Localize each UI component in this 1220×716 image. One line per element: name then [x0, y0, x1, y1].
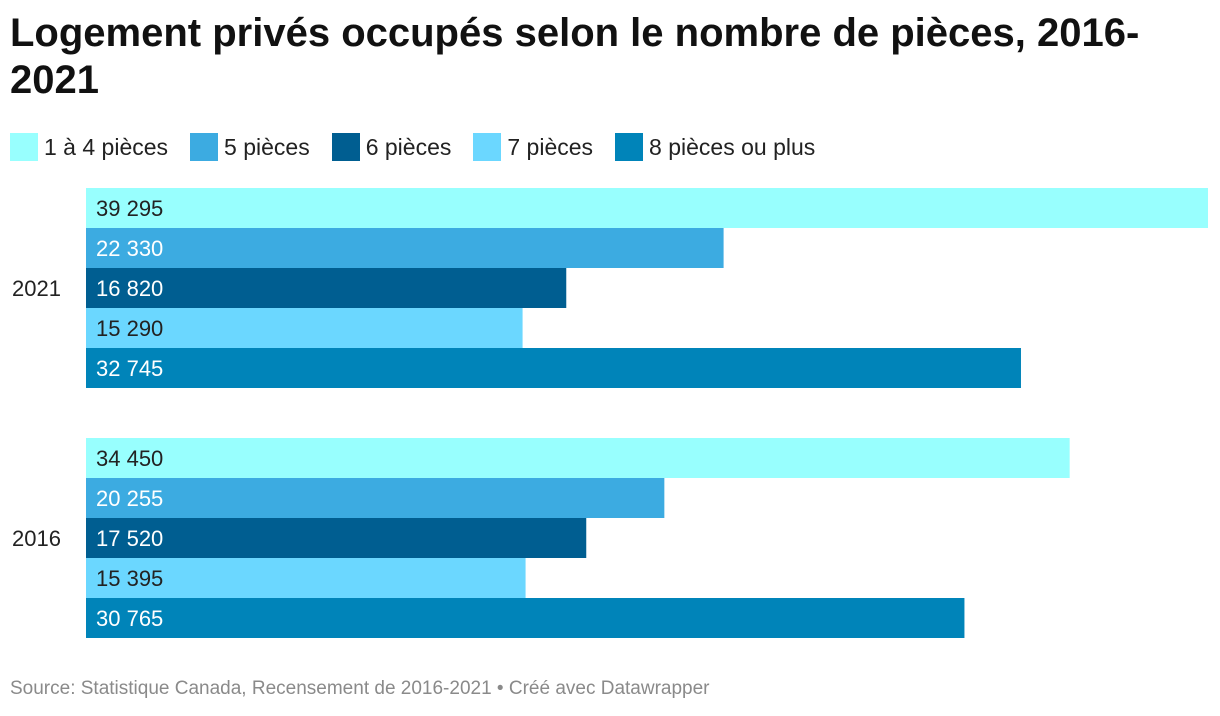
- category-label-2021: 2021: [12, 276, 61, 301]
- legend-item-6-pieces: 6 pièces: [331, 133, 452, 161]
- category-label-2016: 2016: [12, 526, 61, 551]
- legend-item-8-pieces-ou-plus: 8 pièces ou plus: [615, 133, 815, 161]
- bar-value-label: 15 290: [96, 316, 163, 341]
- bar-2021-series-0: [86, 188, 1208, 228]
- bar-2021-series-3: [86, 308, 523, 348]
- bar-2021-series-2: [86, 268, 567, 308]
- legend-label: 5 pièces: [224, 133, 310, 160]
- legend-label: 8 pièces ou plus: [649, 133, 816, 160]
- bar-value-label: 39 295: [96, 196, 163, 221]
- bar-value-label: 34 450: [96, 446, 163, 471]
- legend-swatch: [615, 133, 644, 161]
- legend-item-5-pieces: 5 pièces: [190, 133, 310, 161]
- bar-2016-series-1: [86, 478, 665, 518]
- bar-2016-series-2: [86, 518, 587, 558]
- legend-swatch: [190, 133, 219, 161]
- bar-value-label: 30 765: [96, 606, 163, 631]
- bar-value-label: 15 395: [96, 566, 163, 591]
- chart-title: Logement privés occupés selon le nombre …: [10, 11, 1140, 102]
- bar-2021-series-4: [86, 348, 1021, 388]
- legend-swatch: [473, 133, 502, 161]
- legend-swatch: [10, 133, 38, 161]
- bar-2016-series-4: [86, 598, 965, 638]
- legend-label: 6 pièces: [365, 133, 452, 160]
- bar-value-label: 17 520: [96, 526, 163, 551]
- legend-item-1-4-pieces: 1 à 4 pièces: [10, 133, 168, 161]
- bar-value-label: 32 745: [96, 356, 163, 381]
- bar-2016-series-0: [86, 438, 1070, 478]
- bar-value-label: 22 330: [96, 236, 163, 261]
- bar-2016-series-3: [86, 558, 526, 598]
- legend-label: 1 à 4 pièces: [44, 133, 169, 160]
- bar-2021-series-1: [86, 228, 724, 268]
- chart-legend: 1 à 4 pièces 5 pièces 6 pièces 7 pièces …: [10, 130, 837, 164]
- bar-value-label: 16 820: [96, 276, 163, 301]
- legend-label: 7 pièces: [507, 133, 594, 160]
- legend-item-7-pieces: 7 pièces: [473, 133, 593, 161]
- bar-value-label: 20 255: [96, 486, 163, 511]
- source-note: Source: Statistique Canada, Recensement …: [10, 678, 710, 699]
- legend-swatch: [331, 133, 360, 161]
